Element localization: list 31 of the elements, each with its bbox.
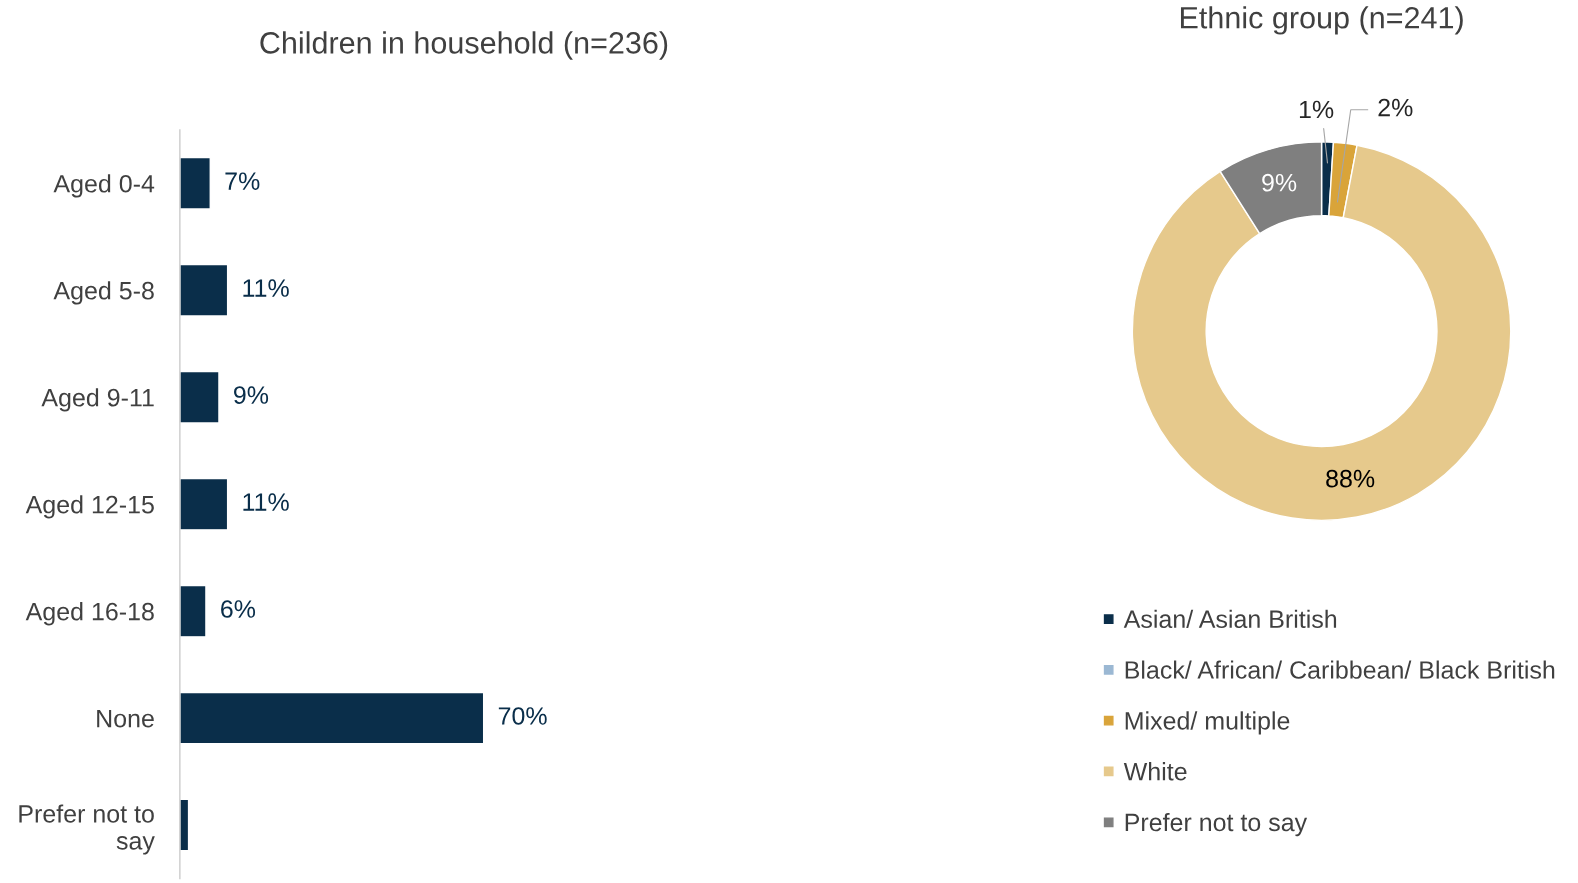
bar (179, 370, 220, 424)
data-label: 88% (1326, 469, 1375, 488)
data-label: 6% (221, 600, 256, 618)
y-tick-label: Aged 0-4 (53, 174, 155, 198)
legend-label: Prefer not to say (1125, 812, 1308, 837)
chart-title: Children in household (n=236) (260, 31, 668, 60)
data-label: 9% (234, 386, 269, 404)
legend-label: White (1123, 762, 1187, 781)
legend-label: Mixed/ multiple (1125, 711, 1290, 735)
data-label: 7% (225, 172, 260, 190)
data-label: 70% (498, 707, 547, 725)
legend-label: Asian/ Asian British (1123, 609, 1337, 629)
y-tick-label: None (97, 709, 154, 728)
bar (179, 584, 207, 638)
y-tick-label: Aged 9-11 (41, 388, 154, 412)
bar (179, 263, 229, 317)
y-tick-label: Prefer not to say (19, 804, 155, 855)
bar (179, 477, 229, 531)
data-label: 11% (243, 493, 289, 511)
data-label: 1% (1299, 100, 1334, 119)
bar (179, 156, 211, 210)
y-tick-label: Aged 5-8 (53, 281, 154, 305)
legend-label: Black/ African/ Caribbean/ Black British (1125, 660, 1555, 679)
data-label: 9% (1262, 173, 1297, 192)
bar (179, 691, 485, 745)
chart-title: Ethnic group (n=241) (1180, 6, 1463, 35)
data-label: 11% (243, 279, 289, 297)
donut-slice (1131, 144, 1512, 522)
y-tick-label: Aged 16-18 (25, 602, 154, 626)
data-label: 2% (1378, 98, 1413, 117)
y-tick-label: Aged 12-15 (25, 495, 154, 519)
